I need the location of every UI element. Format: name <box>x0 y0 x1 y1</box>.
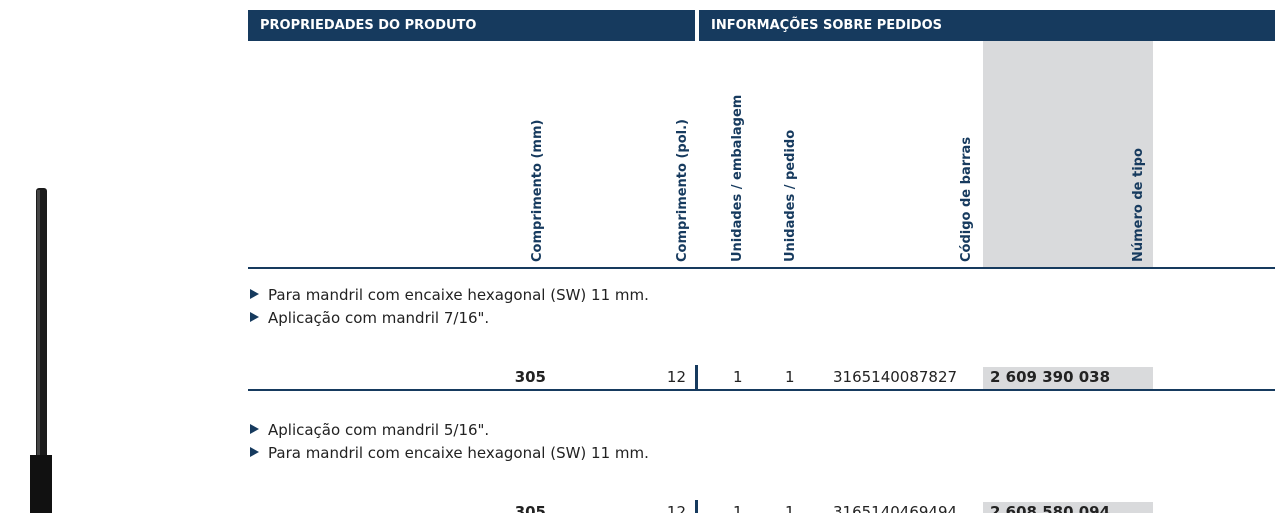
cell: 1 <box>733 368 743 386</box>
note: Para mandril com encaixe hexagonal (SW) … <box>250 286 649 304</box>
row-rule <box>248 389 1275 391</box>
highlight-column <box>983 41 1153 268</box>
product-image <box>30 188 52 513</box>
cell: 12 <box>666 368 686 386</box>
cell: 1 <box>733 503 743 513</box>
header-rule <box>248 267 1275 269</box>
section-header: PROPRIEDADES DO PRODUTO <box>248 10 695 41</box>
cell: 3165140469494 <box>833 503 958 513</box>
cell: 3165140087827 <box>833 368 958 386</box>
highlight-cell <box>983 367 1153 389</box>
column-divider <box>695 500 698 513</box>
cell: 305 <box>514 368 546 386</box>
cell: 2 609 390 038 <box>990 368 1111 386</box>
note: Para mandril com encaixe hexagonal (SW) … <box>250 444 649 462</box>
cell: 2 608 580 094 <box>990 503 1111 513</box>
column-header: Comprimento (mm) <box>530 119 545 262</box>
column-header: Unidades / pedido <box>783 129 798 262</box>
cell: 305 <box>514 503 546 513</box>
column-divider <box>695 365 698 389</box>
section-header: INFORMAÇÕES SOBRE PEDIDOS <box>699 10 1275 41</box>
column-header: Comprimento (pol.) <box>675 119 690 262</box>
cell: 1 <box>785 368 795 386</box>
note: Aplicação com mandril 5/16". <box>250 421 489 439</box>
column-header: Unidades / embalagem <box>730 94 745 262</box>
note: Aplicação com mandril 7/16". <box>250 309 489 327</box>
cell: 12 <box>666 503 686 513</box>
column-header: Número de tipo <box>1131 148 1146 262</box>
column-header: Código de barras <box>959 136 974 262</box>
cell: 1 <box>785 503 795 513</box>
highlight-cell <box>983 502 1153 513</box>
